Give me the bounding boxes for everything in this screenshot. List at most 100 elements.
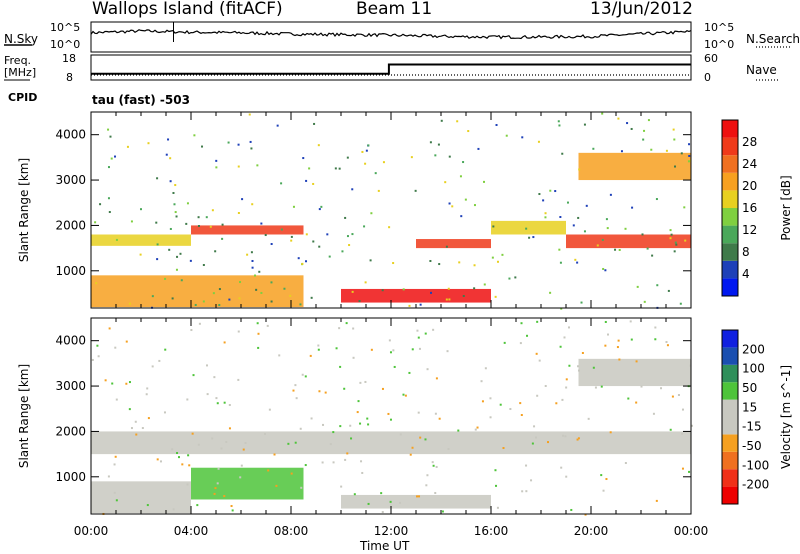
velocity-speckle bbox=[191, 432, 194, 435]
velocity-speckle bbox=[565, 475, 568, 478]
nsky-tick-top: 10^5 bbox=[50, 21, 81, 34]
power-speckle bbox=[365, 149, 368, 152]
time-tick-label: 04:00 bbox=[174, 524, 209, 538]
velocity-speckle bbox=[317, 348, 320, 351]
velocity-colorbar-swatch bbox=[722, 382, 738, 400]
power-ylabel: Slant Range [km] bbox=[17, 158, 31, 262]
power-speckle bbox=[444, 181, 447, 184]
velocity-speckle bbox=[324, 391, 327, 394]
power-speckle bbox=[583, 123, 586, 126]
velocity-speckle bbox=[240, 464, 243, 467]
velocity-speckle bbox=[502, 447, 505, 450]
velocity-speckle bbox=[519, 402, 522, 405]
velocity-ylabel: Slant Range [km] bbox=[17, 364, 31, 468]
power-speckle bbox=[460, 215, 463, 218]
velocity-speckle bbox=[489, 416, 492, 419]
velocity-speckle bbox=[344, 458, 347, 461]
power-speckle bbox=[126, 145, 129, 148]
power-speckle bbox=[290, 235, 293, 238]
power-speckle bbox=[185, 222, 188, 225]
velocity-speckle bbox=[624, 462, 627, 465]
power-speckle bbox=[139, 253, 142, 256]
power-speckle bbox=[361, 150, 364, 153]
power-speckle bbox=[346, 156, 349, 159]
power-speckle bbox=[437, 143, 440, 146]
velocity-speckle bbox=[546, 441, 549, 444]
velocity-speckle bbox=[416, 329, 419, 332]
power-speckle bbox=[186, 202, 189, 205]
velocity-speckle bbox=[600, 385, 603, 388]
velocity-speckle bbox=[151, 365, 154, 368]
velocity-speckle bbox=[309, 354, 312, 357]
power-speckle bbox=[156, 258, 159, 261]
power-colorbar-swatch bbox=[722, 155, 738, 173]
velocity-speckle bbox=[335, 347, 338, 350]
power-speckle bbox=[94, 221, 97, 224]
power-speckle bbox=[280, 182, 283, 185]
velocity-speckle bbox=[499, 403, 502, 406]
power-speckle bbox=[172, 191, 175, 194]
nsearch-tick-bottom: 10^0 bbox=[704, 38, 735, 51]
velocity-speckle bbox=[565, 386, 568, 389]
velocity-speckle bbox=[654, 338, 657, 341]
velocity-speckle bbox=[91, 358, 94, 361]
power-speckle bbox=[264, 234, 267, 237]
velocity-speckle bbox=[295, 397, 298, 400]
velocity-speckle bbox=[526, 334, 529, 337]
power-speckle bbox=[139, 208, 142, 211]
power-speckle bbox=[197, 216, 200, 219]
velocity-speckle bbox=[267, 469, 270, 472]
velocity-speckle bbox=[198, 322, 201, 325]
nsky-label: N.Sky bbox=[4, 32, 39, 46]
power-speckle bbox=[464, 198, 467, 201]
power-band-7 bbox=[491, 220, 566, 235]
velocity-speckle bbox=[416, 495, 419, 498]
power-speckle bbox=[246, 253, 249, 256]
velocity-speckle bbox=[607, 333, 610, 336]
velocity-speckle bbox=[652, 412, 655, 415]
power-speckle bbox=[283, 287, 286, 290]
velocity-colorbar-tick-label: 50 bbox=[742, 381, 757, 395]
velocity-colorbar-swatch bbox=[722, 347, 738, 365]
velocity-speckle bbox=[666, 344, 669, 347]
power-speckle bbox=[334, 167, 337, 170]
velocity-speckle bbox=[134, 420, 137, 423]
velocity-speckle bbox=[147, 417, 150, 420]
power-speckle bbox=[656, 284, 659, 287]
power-speckle bbox=[250, 147, 253, 150]
power-speckle bbox=[585, 204, 588, 207]
velocity-speckle bbox=[476, 426, 479, 429]
power-speckle bbox=[270, 243, 273, 246]
velocity-speckle bbox=[353, 493, 356, 496]
power-colorbar-swatch bbox=[722, 243, 738, 261]
power-speckle bbox=[459, 175, 462, 178]
power-speckle bbox=[115, 238, 118, 241]
velocity-speckle bbox=[113, 463, 116, 466]
power-speckle bbox=[448, 298, 451, 301]
power-speckle bbox=[251, 259, 254, 262]
power-speckle bbox=[688, 154, 691, 157]
power-speckle bbox=[651, 254, 654, 257]
velocity-speckle bbox=[389, 418, 392, 421]
velocity-colorbar: -200 -100 -50 -15 15 50 100 200 Velocity [m s^-1… bbox=[721, 329, 793, 505]
velocity-speckle bbox=[602, 489, 605, 492]
velocity-speckle bbox=[635, 401, 638, 404]
velocity-speckle bbox=[257, 346, 260, 349]
velocity-speckle bbox=[389, 351, 392, 354]
power-speckle bbox=[328, 255, 331, 258]
power-speckle bbox=[194, 303, 197, 306]
velocity-speckle bbox=[681, 432, 684, 435]
power-speckle bbox=[202, 300, 205, 303]
velocity-speckle bbox=[366, 417, 369, 420]
power-speckle bbox=[675, 243, 678, 246]
velocity-speckle bbox=[332, 431, 335, 434]
power-speckle bbox=[302, 157, 305, 160]
power-speckle bbox=[445, 245, 448, 248]
velocity-speckle bbox=[530, 479, 533, 482]
velocity-speckle bbox=[627, 397, 630, 400]
power-speckle bbox=[674, 165, 677, 168]
power-speckle bbox=[578, 168, 581, 171]
velocity-speckle bbox=[359, 381, 362, 384]
power-speckle bbox=[110, 157, 113, 160]
nsearch-tick-top: 10^5 bbox=[704, 21, 735, 34]
